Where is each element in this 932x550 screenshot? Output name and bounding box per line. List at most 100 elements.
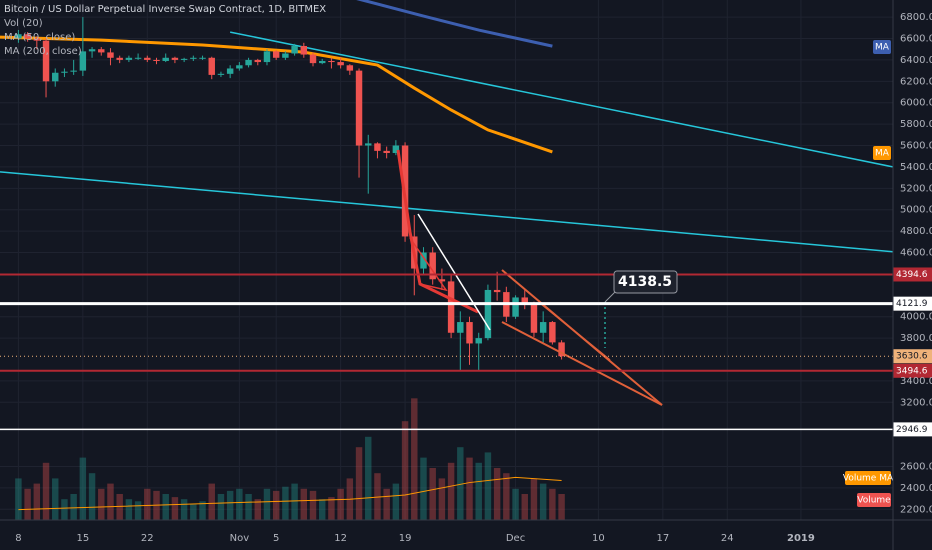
price-label-box — [893, 296, 932, 311]
line — [0, 35, 553, 154]
series-tag: Volume — [857, 496, 891, 506]
candle-body — [447, 281, 455, 333]
volume-bar — [484, 452, 492, 520]
volume-bar — [107, 483, 114, 520]
candle-body — [144, 57, 151, 60]
candle-body — [24, 34, 31, 39]
volume-bar — [236, 488, 243, 520]
candle-body — [365, 143, 372, 146]
y-tick-label: 6400.0 — [900, 55, 932, 66]
volume-bar — [291, 483, 298, 520]
axes: 6800.0 6600.0 6400.0 6200.0 6000.0 5800.0 5600… — [15, 12, 932, 544]
x-tick-label: 24 — [721, 533, 734, 544]
y-tick-label: 3400.0 — [900, 376, 932, 387]
volume-layer — [15, 398, 565, 520]
volume-bar — [70, 494, 77, 520]
candle-body — [549, 322, 556, 343]
volume-bar — [429, 468, 436, 520]
volume-bar — [558, 494, 565, 520]
candle-body — [180, 58, 188, 60]
grid — [0, 0, 893, 520]
y-tick-label: 5800.0 — [900, 119, 932, 130]
candle-body — [383, 150, 390, 154]
series-tag: Volume MA — [843, 474, 894, 484]
series-tag-box — [857, 493, 891, 507]
y-tick-label: 2400.0 — [900, 483, 932, 494]
volume-bar — [144, 488, 151, 520]
y-tick-label: 3200.0 — [900, 397, 932, 408]
candle-body — [539, 322, 547, 333]
lines-layer — [0, 0, 893, 253]
drawings — [396, 149, 663, 406]
drawing — [501, 321, 663, 406]
title: Bitcoin / US Dollar Perpetual Inverse Sw… — [4, 4, 326, 15]
candle-body — [254, 59, 261, 63]
candle-body — [98, 49, 105, 53]
drawing — [539, 302, 611, 361]
price-label-box — [893, 363, 932, 378]
volume-bar — [180, 499, 188, 520]
volume-bar — [116, 494, 123, 520]
candle-body — [484, 289, 492, 339]
candle-body — [318, 60, 326, 64]
candle-body — [245, 59, 252, 66]
candle-body — [392, 145, 400, 154]
volume-bar — [199, 501, 206, 520]
y-tick-label: 2200.0 — [900, 504, 932, 515]
volume-bar — [549, 488, 556, 520]
candle-body — [153, 59, 160, 61]
volume-bar — [245, 494, 252, 520]
candle-body — [272, 51, 280, 58]
candle-body — [521, 297, 528, 304]
candle-body — [52, 72, 59, 82]
x-tick-label: 22 — [141, 533, 154, 544]
candle-body — [236, 65, 243, 69]
volume-bar — [420, 457, 427, 520]
y-tick-label: 5000.0 — [900, 205, 932, 216]
volume-bar — [521, 494, 528, 520]
volume-bar — [457, 447, 464, 520]
volume-bar — [61, 499, 68, 520]
volume-bar — [328, 497, 335, 520]
series-tag: MA — [875, 149, 890, 159]
candle-body — [337, 62, 344, 66]
volume-bar — [475, 462, 482, 520]
volume-bar — [263, 488, 271, 520]
price-label: 2946.9 — [896, 425, 928, 435]
candle-body — [346, 65, 354, 71]
volume-bar — [190, 504, 197, 520]
volume-bar — [355, 447, 363, 520]
y-tick-label: 6800.0 — [900, 12, 932, 23]
drawing — [417, 213, 491, 331]
candle-body — [42, 40, 50, 82]
x-tick-label: 5 — [273, 533, 279, 544]
series-tag-box — [845, 471, 891, 485]
volume-bar — [162, 494, 169, 520]
x-tick-label: 10 — [592, 533, 605, 544]
y-tick-label: 2600.0 — [900, 462, 932, 473]
series-tag: MA — [875, 43, 890, 53]
x-tick-label: 12 — [334, 533, 347, 544]
volume-bar — [512, 488, 519, 520]
line — [356, 0, 553, 48]
y-tick-label: 3800.0 — [900, 333, 932, 344]
volume-bar — [530, 478, 538, 520]
candle-body — [88, 49, 96, 52]
volume-bar — [438, 478, 446, 520]
price-label: 4394.6 — [896, 270, 928, 280]
candle-body — [116, 57, 123, 60]
series-tag-box — [873, 40, 891, 54]
volume-bar — [226, 490, 234, 520]
candle-body — [291, 46, 298, 54]
candle-body — [328, 60, 335, 63]
volume-bar — [337, 488, 344, 520]
candle-body — [466, 322, 473, 344]
volume-bar — [88, 473, 96, 520]
price-label-box — [893, 349, 932, 364]
volume-bar — [208, 483, 215, 520]
volume-bar — [254, 499, 261, 520]
callout-box — [613, 270, 678, 294]
volume-bar — [98, 488, 105, 520]
candle-body — [300, 46, 308, 55]
candle-body — [162, 57, 169, 61]
